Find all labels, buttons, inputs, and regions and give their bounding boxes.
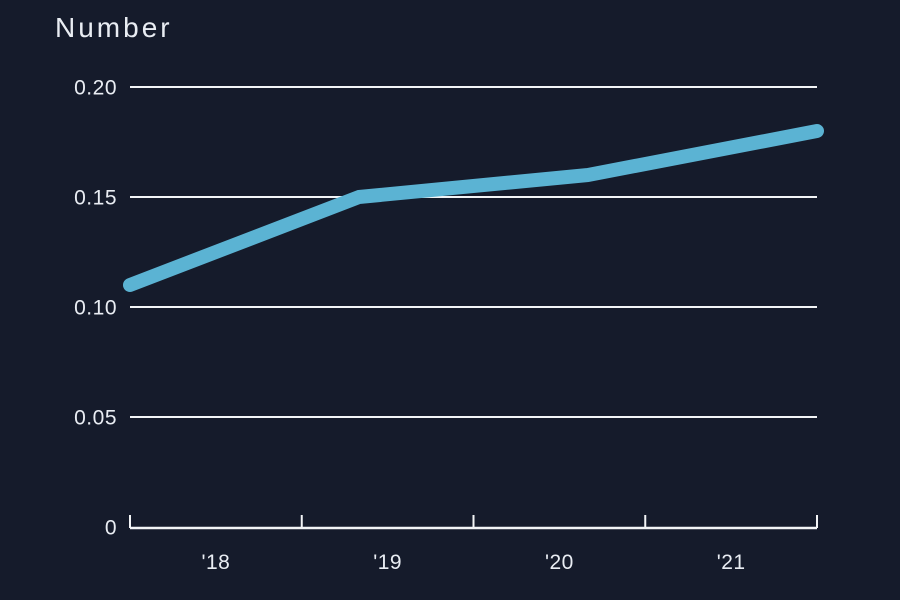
x-tick-label: '19 (373, 551, 402, 574)
x-tick-label: '18 (201, 551, 230, 574)
chart-title: Number (55, 12, 173, 43)
data-line (123, 124, 824, 292)
y-tick-label: 0 (105, 517, 117, 540)
y-tick-label: 0.20 (74, 77, 117, 100)
y-tick-label: 0.05 (74, 407, 117, 430)
x-tick-label: '21 (717, 551, 746, 574)
y-tick-label: 0.15 (74, 187, 117, 210)
y-tick-label: 0.10 (74, 297, 117, 320)
x-tick-label: '20 (545, 551, 574, 574)
